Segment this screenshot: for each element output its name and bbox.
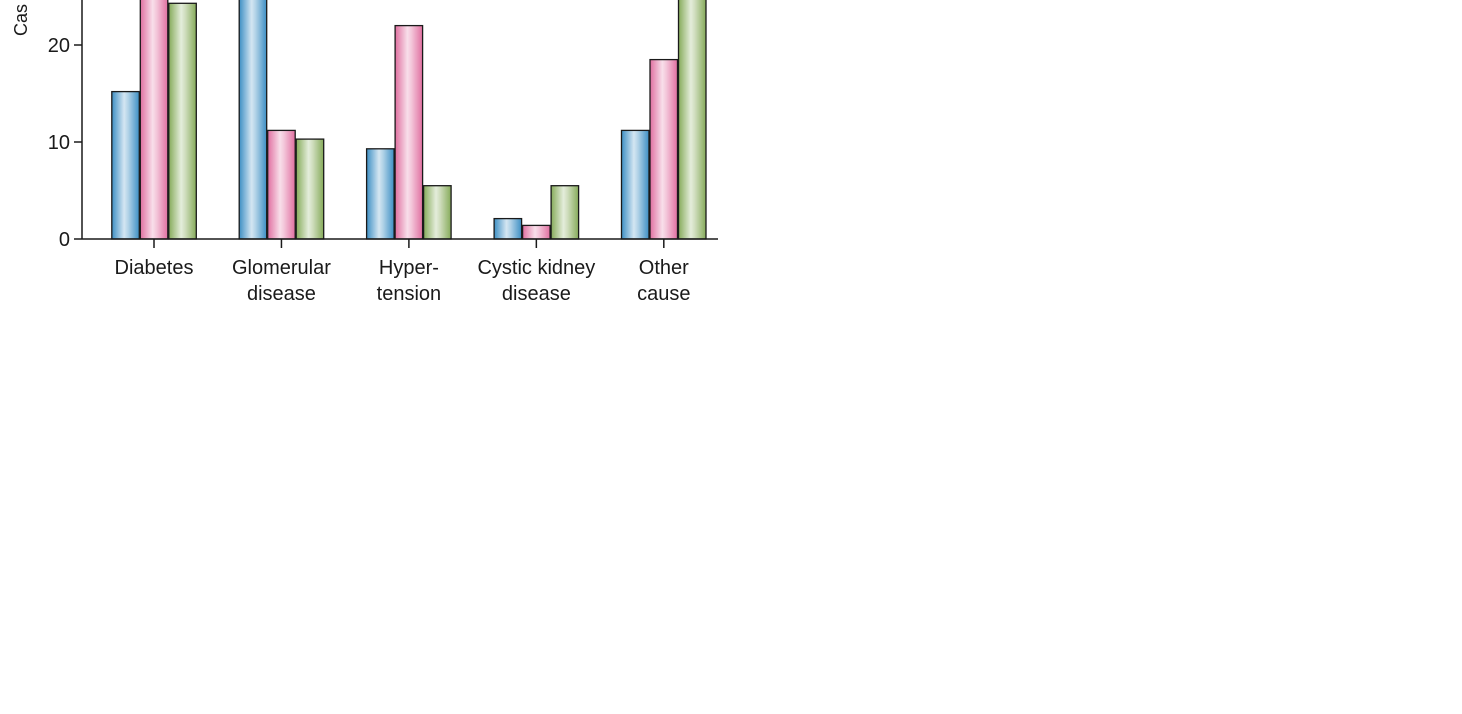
x-tick-label: disease (247, 283, 316, 305)
bar (394, 24, 424, 240)
bar (139, 0, 169, 240)
y-tick-label: 10 (48, 132, 70, 154)
x-tick-label: Cystic kidney (477, 257, 595, 279)
bar (550, 185, 580, 240)
x-tick-label: disease (502, 283, 571, 305)
x-tick-label: cause (637, 283, 690, 305)
y-tick-label: 20 (48, 35, 70, 57)
x-tick-label: Glomerular (232, 257, 331, 279)
y-tick-label: 0 (59, 229, 70, 251)
bar (677, 0, 707, 240)
bars-group (111, 0, 707, 240)
y-axis-label: Cas (11, 4, 31, 36)
axes-group: 0 10 20 Cas Diabetes Glomerular disease Hyper-t… (11, 0, 718, 305)
x-tick-label: tension (377, 283, 442, 305)
bar (238, 0, 268, 240)
x-tick-label: Diabetes (115, 257, 194, 279)
bar (422, 185, 452, 240)
bar (521, 224, 551, 240)
bar (493, 217, 523, 240)
bar (267, 129, 296, 240)
x-tick-label: Hyper- (379, 257, 439, 279)
bar (649, 58, 679, 240)
bar (620, 129, 650, 240)
bar (365, 148, 395, 240)
bar (168, 2, 197, 240)
bar (295, 138, 325, 240)
bar (111, 90, 140, 240)
x-tick-label: Other (639, 257, 689, 279)
